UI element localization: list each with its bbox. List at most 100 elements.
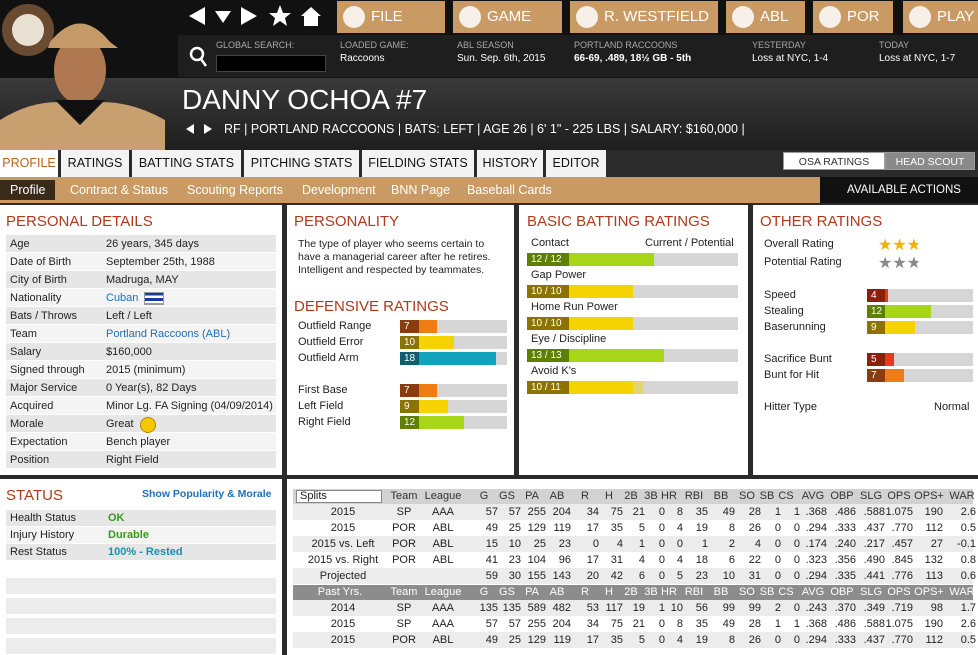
- subtab[interactable]: Contract & Status: [70, 183, 168, 197]
- tab[interactable]: EDITOR: [546, 150, 606, 177]
- nav-icons[interactable]: [185, 2, 335, 34]
- morale-icon: [140, 417, 156, 433]
- nav-button-icon[interactable]: [819, 6, 841, 28]
- status-link[interactable]: Show Popularity & Morale: [142, 488, 272, 500]
- cell: 34: [586, 506, 599, 518]
- rating-view-toggle[interactable]: HEAD SCOUT: [885, 152, 975, 170]
- cell: .437: [863, 634, 885, 646]
- cell: .356: [834, 554, 856, 566]
- cell: 25: [508, 522, 521, 534]
- status-value: 100% - Rested: [108, 546, 183, 558]
- down-icon[interactable]: [215, 11, 231, 23]
- cell: 35: [610, 522, 623, 534]
- player-number: #7: [396, 84, 428, 115]
- table-row: [293, 536, 973, 552]
- subtab[interactable]: BNN Page: [391, 183, 451, 197]
- cell: 0: [793, 522, 800, 534]
- cell: 0: [658, 618, 665, 630]
- prev-player[interactable]: [186, 124, 194, 134]
- subtab[interactable]: Development: [302, 183, 376, 197]
- rating-name: Outfield Arm: [298, 352, 359, 364]
- home-icon[interactable]: [301, 7, 321, 26]
- detail-value[interactable]: Cuban: [106, 292, 139, 304]
- rating-view-toggle[interactable]: OSA RATINGS: [783, 152, 885, 170]
- cell: 35: [695, 618, 708, 630]
- nav-button-label[interactable]: PLAY: [937, 8, 975, 25]
- detail-label: City of Birth: [10, 274, 67, 286]
- nav-button-label[interactable]: GAME: [487, 8, 532, 25]
- info-value: 66-69, .489, 18½ GB - 5th: [574, 53, 692, 64]
- nav-button-label[interactable]: ABL: [760, 8, 789, 25]
- star-icon[interactable]: [269, 5, 291, 26]
- column-header: League: [424, 490, 462, 502]
- cell: 112: [925, 522, 943, 534]
- detail-row: [6, 379, 276, 396]
- detail-label: Expectation: [10, 436, 68, 448]
- rating-label: 5: [867, 353, 885, 366]
- rating-name: Outfield Error: [298, 336, 364, 348]
- subtab[interactable]: Baseball Cards: [467, 183, 552, 197]
- cell: 0.8: [960, 554, 976, 566]
- cell: POR: [392, 554, 416, 566]
- splits-dropdown[interactable]: [296, 490, 382, 503]
- rating-name: Hitter Type: [764, 401, 817, 413]
- column-header: 2B: [624, 586, 638, 598]
- cell: ABL: [432, 554, 454, 566]
- table-header[interactable]: Splits: [300, 490, 327, 502]
- nav-button-label[interactable]: FILE: [371, 8, 403, 25]
- cell: 0: [658, 570, 665, 582]
- status-row: [6, 544, 276, 560]
- subtab[interactable]: Profile: [0, 180, 56, 200]
- nav-button-label[interactable]: R. WESTFIELD: [604, 8, 710, 25]
- next-player[interactable]: [204, 124, 212, 134]
- cell: 255: [527, 618, 546, 630]
- nav-button-icon[interactable]: [909, 6, 931, 28]
- nav-button-icon[interactable]: [576, 6, 598, 28]
- rating-name: Avoid K's: [531, 365, 577, 377]
- tab[interactable]: BATTING STATS: [132, 150, 241, 177]
- cell: .333: [834, 522, 856, 534]
- forward-icon[interactable]: [241, 7, 257, 25]
- collar: [55, 100, 105, 125]
- tab[interactable]: PITCHING STATS: [244, 150, 359, 177]
- status-value: Durable: [108, 529, 149, 541]
- cell: 49: [485, 634, 498, 646]
- detail-value[interactable]: Portland Raccoons (ABL): [106, 328, 231, 340]
- column-header: AB: [549, 586, 565, 598]
- cell: 0: [793, 634, 800, 646]
- detail-row: [6, 451, 276, 468]
- tab[interactable]: RATINGS: [61, 150, 129, 177]
- cell: .588: [863, 506, 885, 518]
- cell: 57: [485, 618, 498, 630]
- nav-button-icon[interactable]: [732, 6, 754, 28]
- cell: 204: [552, 618, 571, 630]
- tab[interactable]: HISTORY: [477, 150, 543, 177]
- rating-label: 12: [867, 305, 885, 318]
- cell: 113: [925, 570, 943, 582]
- search-label: GLOBAL SEARCH:: [216, 40, 295, 50]
- rating-label: 10 / 10: [527, 285, 569, 298]
- nav-button-icon[interactable]: [459, 6, 481, 28]
- nav-button-icon[interactable]: [343, 6, 365, 28]
- cell: .294: [805, 522, 827, 534]
- cell: 589: [527, 602, 546, 614]
- cell: 1.7: [960, 602, 976, 614]
- detail-label: Acquired: [10, 400, 54, 412]
- cell: 155: [527, 570, 546, 582]
- actions-button[interactable]: AVAILABLE ACTIONS: [847, 184, 961, 196]
- tab[interactable]: FIELDING STATS: [362, 150, 474, 177]
- panel-title: DEFENSIVE RATINGS: [294, 298, 449, 315]
- cell: 129: [527, 522, 546, 534]
- search-box[interactable]: [216, 55, 326, 72]
- subtab[interactable]: Scouting Reports: [187, 183, 283, 197]
- cell: 143: [552, 570, 571, 582]
- nav-button-label[interactable]: POR: [847, 8, 880, 25]
- search-icon[interactable]: [187, 45, 209, 69]
- panel: [753, 205, 978, 475]
- panel-title: STATUS: [6, 487, 63, 504]
- back-icon[interactable]: [189, 7, 205, 25]
- player-details: RF | PORTLAND RACCOONS | BATS: LEFT | AG…: [224, 122, 745, 136]
- cell: .490: [863, 554, 885, 566]
- detail-value: Bench player: [106, 436, 171, 448]
- tab[interactable]: PROFILE: [0, 150, 58, 177]
